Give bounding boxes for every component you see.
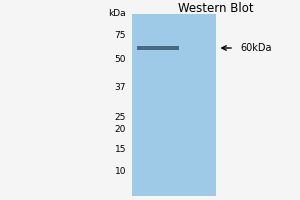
Text: 15: 15 — [115, 146, 126, 154]
Text: 50: 50 — [115, 55, 126, 64]
Text: Western Blot: Western Blot — [178, 2, 254, 15]
Bar — [132, 14, 216, 196]
Text: 25: 25 — [115, 114, 126, 122]
Text: 75: 75 — [115, 31, 126, 40]
Text: 37: 37 — [115, 83, 126, 92]
Text: kDa: kDa — [108, 9, 126, 19]
Text: 20: 20 — [115, 126, 126, 134]
Text: 60kDa: 60kDa — [240, 43, 272, 53]
Bar — [136, 46, 178, 50]
Text: 10: 10 — [115, 168, 126, 176]
